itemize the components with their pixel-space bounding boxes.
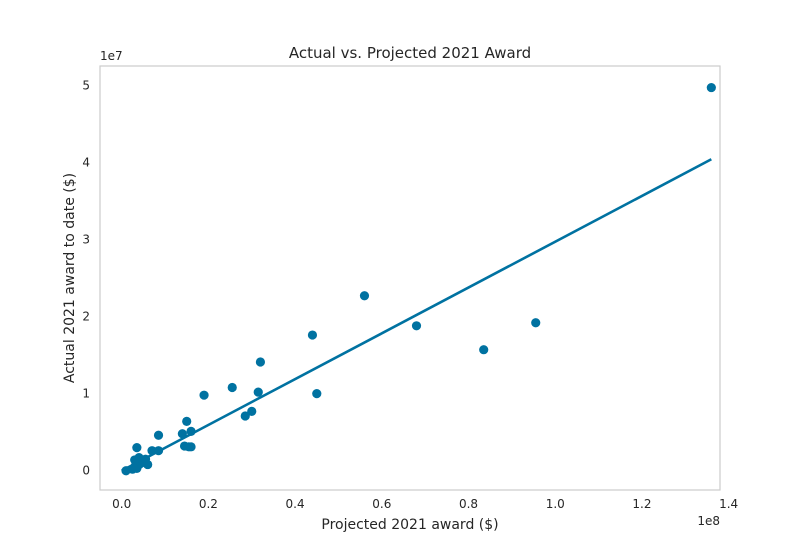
y-tick-label: 5 — [82, 78, 90, 92]
x-tick-label: 0.8 — [459, 497, 478, 511]
data-point — [227, 382, 237, 393]
x-tick-label: 1.2 — [632, 497, 651, 511]
data-point — [147, 446, 157, 456]
y-axis-label: Actual 2021 award to date ($) — [62, 173, 78, 383]
data-point — [186, 426, 196, 437]
data-point — [134, 453, 144, 463]
x-tick-label: 1.4 — [719, 497, 738, 511]
data-point — [706, 82, 716, 93]
data-point — [247, 406, 257, 416]
x-tick-label: 0.0 — [112, 497, 131, 511]
data-point — [186, 442, 196, 452]
data-point — [240, 411, 250, 421]
data-point — [531, 318, 541, 328]
x-tick-label: 1.0 — [546, 497, 565, 511]
data-point — [182, 416, 192, 426]
data-point — [153, 446, 164, 456]
data-point — [253, 387, 263, 397]
x-tick-label: 0.4 — [286, 497, 305, 511]
y-tick-label: 4 — [82, 155, 90, 169]
data-point — [132, 443, 142, 453]
data-point — [143, 459, 153, 470]
trend-line — [121, 158, 712, 472]
x-tick-label: 0.2 — [199, 497, 218, 511]
data-point — [479, 345, 489, 355]
data-points — [121, 82, 716, 476]
y-tick-label: 2 — [82, 310, 90, 324]
chart-title: Actual vs. Projected 2021 Award — [289, 44, 531, 62]
data-point — [312, 389, 322, 399]
trend-line-group — [121, 158, 712, 472]
x-offset-label: 1e8 — [697, 514, 720, 528]
data-point — [255, 357, 266, 367]
data-point — [359, 291, 370, 301]
y-tick-label: 1 — [82, 387, 90, 401]
data-point — [307, 330, 318, 340]
data-point — [199, 390, 209, 400]
data-point — [153, 430, 164, 440]
data-point — [411, 321, 422, 331]
plot-frame — [99, 65, 721, 491]
x-tick-label: 0.6 — [372, 497, 391, 511]
x-tick-labels: 0.0 0.2 0.4 0.6 0.8 1.0 1.2 1.4 — [112, 497, 738, 511]
y-tick-label: 3 — [82, 232, 90, 246]
y-tick-labels: 0 1 2 3 4 5 — [82, 78, 90, 477]
data-point — [177, 429, 187, 439]
x-axis-label: Projected 2021 award ($) — [321, 517, 498, 533]
y-tick-label: 0 — [82, 464, 90, 478]
y-offset-label: 1e7 — [100, 49, 123, 63]
